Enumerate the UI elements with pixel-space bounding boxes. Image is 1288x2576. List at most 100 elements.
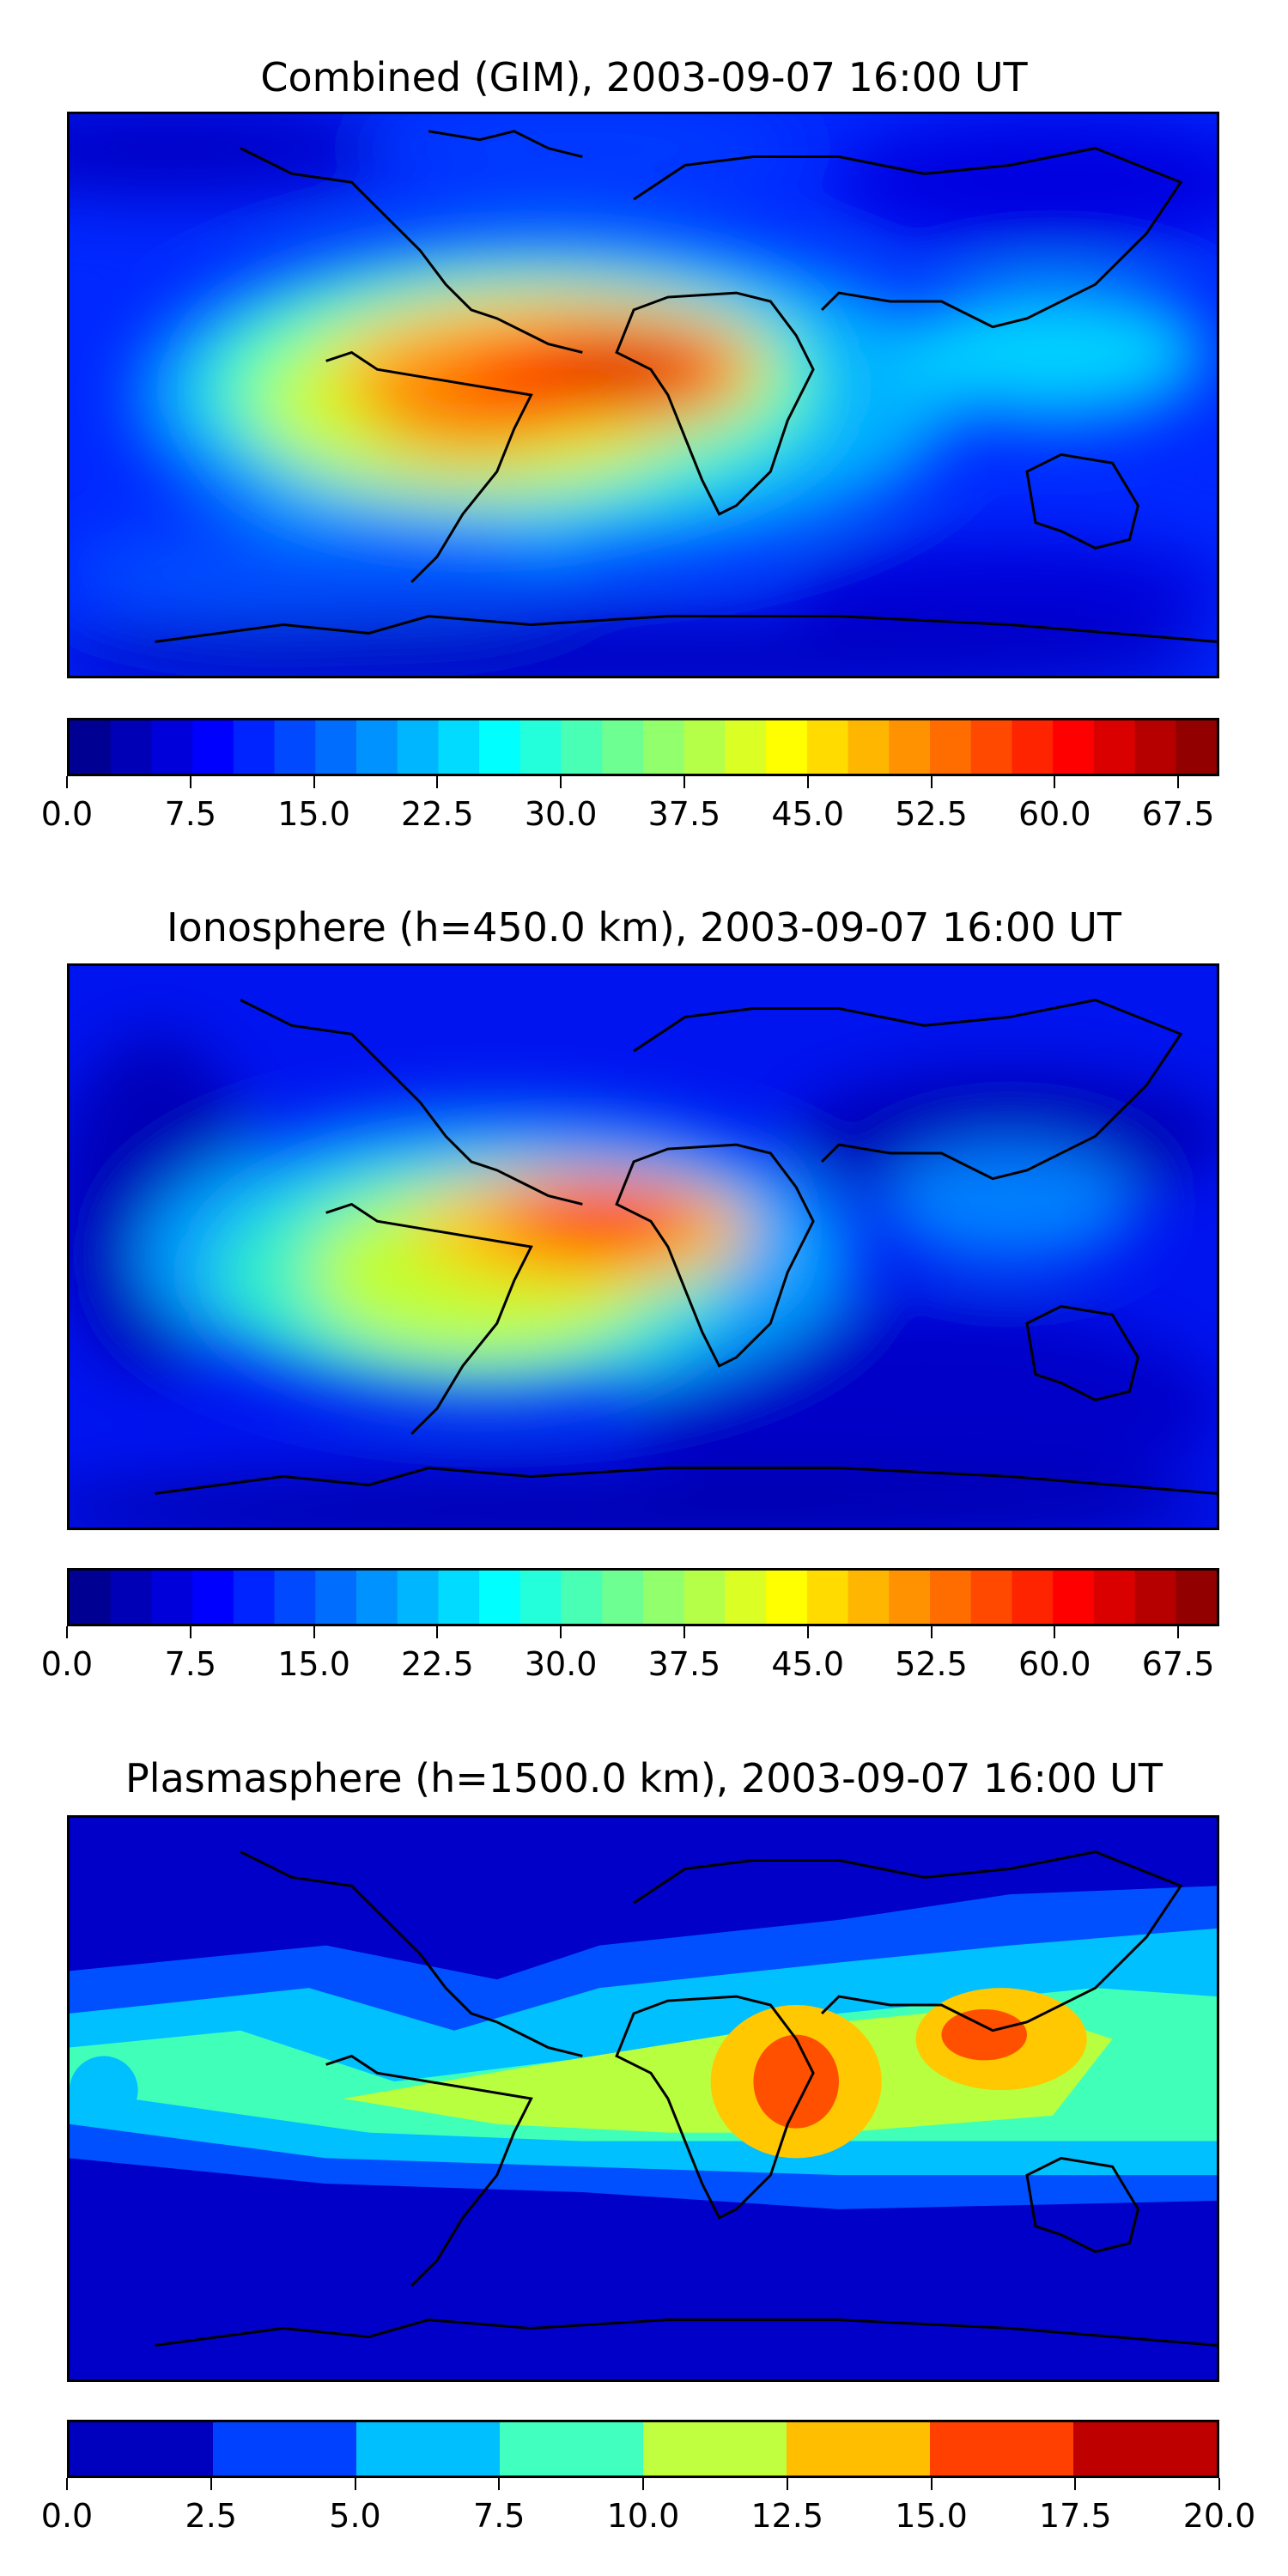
colorbar-tick-label: 10.0 (606, 2497, 680, 2535)
coastlines (155, 1850, 1217, 2347)
colorbar-swatch (643, 720, 685, 774)
heatmap-plasmasphere (70, 1818, 1217, 2379)
colorbar-ticks: 0.0 2.5 5.0 7.5 10.0 12.5 15.0 17.5 20.0 (41, 2478, 1255, 2535)
colorbar-swatch (561, 720, 604, 774)
colorbar-swatch (479, 1571, 521, 1624)
heatmap-combined (70, 114, 1217, 676)
colorbar-tick-label: 20.0 (1182, 2497, 1256, 2535)
colorbar-tick (642, 2478, 644, 2490)
panel-ionosphere: Ionosphere (h=450.0 km), 2003-09-07 16:0… (41, 904, 1219, 1683)
heatmap-ionosphere (70, 966, 1217, 1528)
colorbar-tick (66, 1626, 68, 1638)
panel-combined: Combined (GIM), 2003-09-07 16:00 UT (0, 0, 1288, 859)
colorbar-ticks: 0.0 7.5 15.0 22.5 30.0 37.5 45.0 52.5 60.0 67.5 (41, 1626, 1219, 1683)
colorbar-swatch (356, 2422, 503, 2476)
colorbar-swatch (970, 720, 1013, 774)
colorbar-tick-label: 52.5 (895, 1645, 968, 1683)
colorbar-swatch (233, 1571, 276, 1624)
map-ionosphere (67, 963, 1219, 1530)
colorbar-swatch (151, 720, 194, 774)
colorbar-swatch (397, 720, 440, 774)
colorbar-swatch (889, 1571, 931, 1624)
colorbar-tick-label: 22.5 (401, 1645, 474, 1683)
colorbar-tick-label: 15.0 (277, 1645, 350, 1683)
colorbar-swatch (356, 720, 398, 774)
map-combined (67, 112, 1219, 678)
colorbar-swatch (1134, 1571, 1177, 1624)
colorbar-swatch (151, 1571, 194, 1624)
colorbar-tick (210, 2478, 212, 2490)
colorbar-tick (683, 1626, 685, 1638)
colorbar-swatch (643, 1571, 685, 1624)
colorbar-tick-label: 45.0 (771, 795, 845, 833)
colorbar-swatch (1176, 1571, 1217, 1624)
colorbar-swatch (1176, 720, 1217, 774)
colorbar-tick (189, 1626, 191, 1638)
colorbar-swatch (930, 2422, 1077, 2476)
colorbar-swatch (315, 720, 357, 774)
colorbar-tick (560, 776, 562, 788)
colorbar-tick-label: 67.5 (1141, 1645, 1215, 1683)
chart-title: Plasmasphere (h=1500.0 km), 2003-09-07 1… (125, 1755, 1163, 1801)
colorbar-tick (1218, 2478, 1220, 2490)
colorbar-swatch (70, 1571, 112, 1624)
colorbar-swatch (806, 1571, 849, 1624)
colorbar-tick (806, 1626, 809, 1638)
colorbar-swatch (274, 720, 317, 774)
colorbar-tick (930, 776, 933, 788)
colorbar-swatch (561, 1571, 604, 1624)
colorbar-ionosphere (67, 1568, 1219, 1626)
colorbar-swatch (519, 1571, 562, 1624)
colorbar-swatch (970, 1571, 1013, 1624)
colorbar-tick (930, 2478, 933, 2490)
colorbar-tick (786, 2478, 788, 2490)
colorbar-swatch (806, 720, 849, 774)
colorbar-swatch (602, 720, 644, 774)
colorbar-tick (498, 2478, 501, 2490)
colorbar-swatch (683, 720, 726, 774)
colorbar-swatch (274, 1571, 317, 1624)
colorbar-tick-label: 7.5 (164, 795, 216, 833)
colorbar-tick (313, 1626, 315, 1638)
colorbar-tick (1054, 776, 1056, 788)
coastlines (155, 999, 1217, 1495)
colorbar-tick (354, 2478, 356, 2490)
colorbar-swatch (787, 2422, 933, 2476)
colorbar-swatches (70, 1571, 1217, 1624)
colorbar-swatch (1053, 1571, 1095, 1624)
colorbar-tick (189, 776, 191, 788)
colorbar-swatch (1073, 2422, 1217, 2476)
colorbar-plasmasphere (67, 2420, 1219, 2478)
colorbar-swatch (725, 720, 768, 774)
colorbar-swatch (233, 720, 276, 774)
colorbar-swatch (643, 2422, 790, 2476)
colorbar-swatch (725, 1571, 768, 1624)
colorbar-tick (806, 776, 809, 788)
colorbar-tick-label: 30.0 (524, 795, 598, 833)
colorbar-swatch (1093, 720, 1136, 774)
colorbar-swatch (848, 720, 890, 774)
colorbar-tick-label: 67.5 (1141, 795, 1215, 833)
colorbar-tick-label: 37.5 (647, 1645, 721, 1683)
colorbar-ticks: 0.0 7.5 15.0 22.5 30.0 37.5 45.0 52.5 60.0 67.5 (41, 776, 1219, 833)
colorbar-tick (1177, 776, 1180, 788)
colorbar-swatch (213, 2422, 360, 2476)
colorbar-tick (1177, 1626, 1180, 1638)
colorbar-tick-label: 0.0 (40, 1645, 94, 1683)
colorbar-tick-label: 5.0 (329, 2497, 381, 2535)
colorbar-swatch (192, 1571, 234, 1624)
colorbar-swatches (70, 720, 1217, 774)
colorbar-tick (313, 776, 315, 788)
colorbar-tick-label: 60.0 (1018, 795, 1091, 833)
colorbar-swatch (1093, 1571, 1136, 1624)
colorbar-swatches (70, 2422, 1217, 2476)
colorbar-swatch (70, 720, 112, 774)
colorbar-tick-label: 12.5 (750, 2497, 824, 2535)
colorbar-tick (560, 1626, 562, 1638)
colorbar-tick (683, 776, 685, 788)
coastlines (155, 130, 1217, 643)
colorbar-tick-label: 15.0 (895, 2497, 968, 2535)
chart-title: Ionosphere (h=450.0 km), 2003-09-07 16:0… (167, 904, 1121, 951)
colorbar-tick (1054, 1626, 1056, 1638)
